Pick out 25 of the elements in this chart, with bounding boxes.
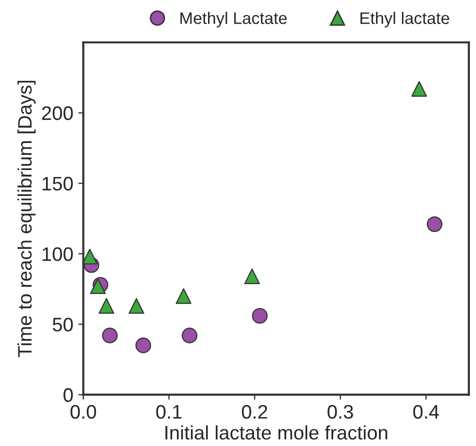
y-tick-label: 200 (42, 106, 73, 120)
y-tick-label: 150 (42, 176, 73, 191)
legend-label: Ethyl lactate (360, 12, 450, 28)
x-tick-label: 0.0 (70, 404, 96, 419)
y-tick-label: 50 (52, 318, 73, 332)
point (176, 288, 192, 304)
point (128, 298, 144, 314)
x-axis-title: Initial lactate mole fraction (165, 425, 388, 440)
point (244, 268, 260, 284)
point (98, 298, 114, 314)
point (102, 328, 118, 344)
point (426, 216, 442, 232)
x-tick-label: 0.3 (328, 404, 353, 419)
y-tick-label: 100 (42, 247, 73, 262)
x-tick-label: 0.2 (242, 404, 268, 419)
y-axis-title: Time to reach equilibrium [Days] (17, 80, 36, 358)
point (411, 81, 428, 97)
y-tick-label: 0 (64, 388, 73, 402)
legend-label: Methyl Lactate (180, 12, 287, 28)
point (135, 338, 152, 354)
point (182, 328, 198, 344)
x-tick-label: 0.4 (413, 404, 439, 419)
x-tick-label: 0.1 (156, 404, 182, 419)
point (252, 308, 268, 324)
point (83, 248, 98, 264)
